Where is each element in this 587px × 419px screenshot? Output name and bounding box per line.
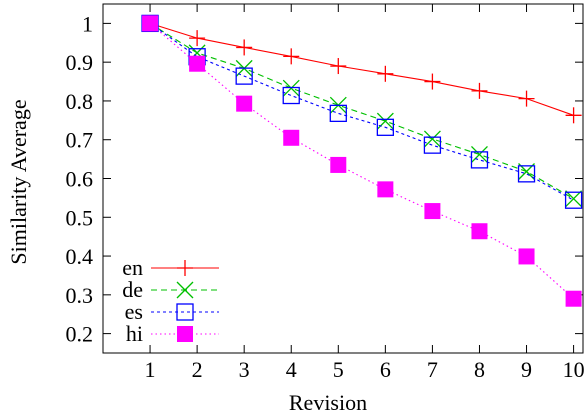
data-point-es xyxy=(282,86,300,105)
x-axis-label: Revision xyxy=(289,390,367,415)
y-tick-label: 0.9 xyxy=(66,50,94,75)
data-point-en xyxy=(565,107,582,124)
y-tick-label: 0.7 xyxy=(66,128,94,153)
data-point-es xyxy=(423,136,442,154)
y-tick-label: 0.3 xyxy=(66,283,94,308)
data-point-de xyxy=(565,190,583,208)
series-line-hi xyxy=(149,22,574,300)
y-tick-label: 0.5 xyxy=(66,205,94,230)
data-point-en xyxy=(283,48,300,65)
legend-marker xyxy=(177,260,193,276)
data-point-en xyxy=(189,30,206,47)
y-tick-label: 0.6 xyxy=(66,167,94,192)
x-tick-label: 8 xyxy=(474,357,485,382)
x-tick-label: 3 xyxy=(239,357,250,382)
series-lines xyxy=(141,14,583,307)
data-point-hi xyxy=(142,15,159,32)
legend-label: hi xyxy=(126,321,143,346)
data-point-de-b xyxy=(376,112,394,130)
data-point-en xyxy=(236,39,253,56)
x-tick-label: 5 xyxy=(333,357,344,382)
series-hi xyxy=(142,15,582,307)
data-point-hi xyxy=(236,95,253,112)
series-line-de xyxy=(149,22,574,200)
x-tick-label: 10 xyxy=(563,357,585,382)
data-point-es xyxy=(470,151,489,169)
x-tick-label: 4 xyxy=(286,357,297,382)
data-point-hi xyxy=(565,290,582,307)
legend-label: es xyxy=(125,299,143,324)
legend-item-en: en xyxy=(122,255,219,280)
data-point-hi xyxy=(330,156,347,173)
x-tick-label: 7 xyxy=(427,357,438,382)
series-line-es xyxy=(149,22,574,201)
x-tick-label: 6 xyxy=(380,357,391,382)
data-point-de-b xyxy=(423,130,441,148)
data-point-es xyxy=(376,118,395,136)
x-tick-label: 1 xyxy=(145,357,156,382)
series-line-en xyxy=(149,22,574,116)
data-point-de-b xyxy=(565,190,583,208)
data-point-en xyxy=(424,73,441,90)
plot-frame xyxy=(102,3,584,354)
series-es xyxy=(141,14,583,209)
data-point-es xyxy=(329,104,347,123)
data-point-en xyxy=(518,90,535,107)
data-point-es xyxy=(235,67,253,85)
data-point-de-b xyxy=(471,145,488,163)
axes: 1 2 3 4 5 6 7 8 9 10 0.2 0.3 0.4 0.5 0.6 0.7 0.8 0.9 1 xyxy=(66,3,585,382)
legend-marker xyxy=(176,303,194,321)
y-tick-label: 1 xyxy=(82,11,93,36)
data-point-de xyxy=(471,145,488,163)
x-tick-label: 2 xyxy=(192,357,203,382)
data-point-en xyxy=(471,82,488,99)
y-tick-label: 0.2 xyxy=(66,322,94,347)
legend-item-hi: hi xyxy=(126,321,219,346)
y-tick-label: 0.8 xyxy=(66,89,94,114)
data-point-de xyxy=(423,130,441,148)
series-de xyxy=(141,14,583,208)
x-tick-label: 9 xyxy=(521,357,532,382)
data-point-en xyxy=(377,65,394,82)
legend-item-es: es xyxy=(125,299,219,324)
series-en xyxy=(142,15,582,124)
data-point-hi xyxy=(377,181,394,198)
legend-item-de: de xyxy=(122,277,219,302)
data-point-hi xyxy=(471,223,488,240)
y-tick-label: 0.4 xyxy=(66,244,94,269)
y-axis-label: Similarity Average xyxy=(6,99,31,264)
legend-label: de xyxy=(122,277,143,302)
legend-marker xyxy=(177,326,193,342)
data-point-de xyxy=(376,112,394,130)
data-point-es xyxy=(564,191,583,209)
data-point-hi xyxy=(189,55,206,72)
data-point-hi xyxy=(518,248,535,265)
data-point-es xyxy=(517,165,536,183)
data-point-hi xyxy=(424,203,441,220)
data-point-hi xyxy=(283,129,300,146)
legend-label: en xyxy=(122,255,143,280)
legend-marker-b xyxy=(176,281,194,299)
legend-marker xyxy=(176,281,194,299)
data-point-en xyxy=(330,58,347,75)
